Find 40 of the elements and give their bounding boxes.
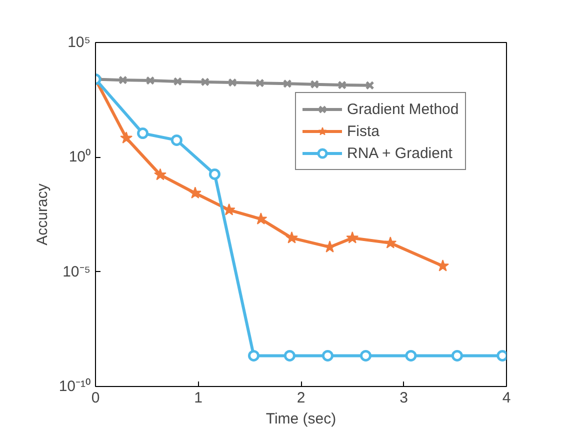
point [200,78,210,86]
x-tick-label: 0 [91,390,100,406]
point [188,186,202,198]
x-axis-title: Time (sec) [266,410,336,428]
point [360,350,372,362]
y-tick-label: 10⁻⁵ [62,263,91,280]
point [208,168,220,180]
point [248,350,260,362]
x-tick-label: 4 [502,390,511,406]
y-axis-title: Accuracy [34,183,51,246]
point [284,350,296,362]
point [173,77,182,86]
point [310,80,320,89]
point [282,79,292,88]
point [118,76,128,85]
legend-label: Gradient Method [347,100,459,118]
point [405,350,417,362]
x-tick-label: 2 [296,390,306,406]
point [436,259,449,272]
point [346,231,359,244]
point [154,168,166,180]
y-tick-label: 10⁵ [68,34,91,51]
point [146,76,155,85]
point [170,134,182,146]
x-tick-label: 1 [194,390,202,406]
point [451,350,463,362]
y-tick-label: 10⁻¹⁰ [58,378,91,395]
y-tick-label: 10⁰ [68,148,91,166]
point [255,78,264,88]
point [228,78,237,87]
point [322,350,334,362]
point [222,203,236,216]
point [137,128,149,140]
point [286,231,298,244]
x-tick-label: 3 [400,390,408,406]
point [384,236,397,248]
legend-label: RNA + Gradient [347,144,452,162]
point [338,80,347,90]
legend-label: Fista [347,122,380,140]
point [120,132,133,144]
